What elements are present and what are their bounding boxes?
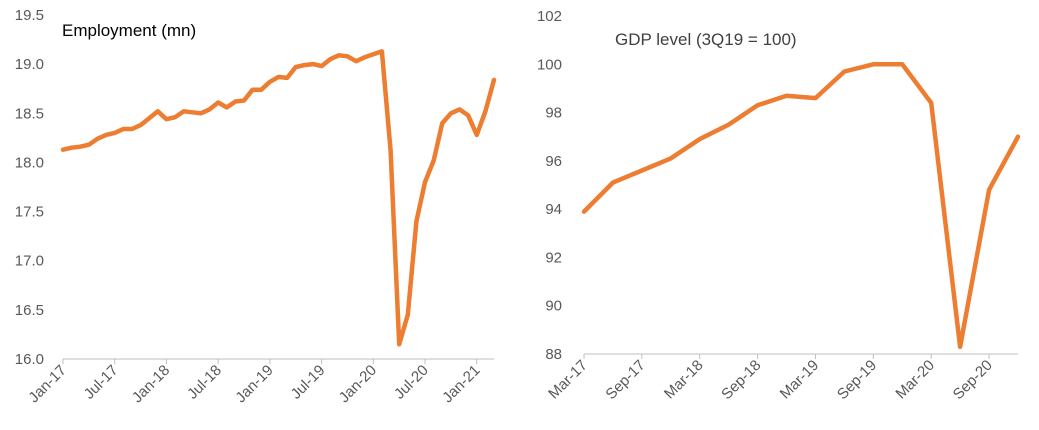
y-tick-label: 88 [545,346,562,363]
chart-title: Employment (mn) [62,21,196,40]
chart-title: GDP level (3Q19 = 100) [615,30,797,49]
x-tick-label: Jan-20 [336,362,380,406]
y-tick-label: 98 [545,105,562,122]
gdp-chart-svg: GDP level (3Q19 = 100) 88 90 92 94 96 98 100 10… [537,8,1021,403]
series-line [60,49,497,347]
employment-chart-svg: Employment (mn) 16.0 16.5 17.0 17.5 18.0 18.5… [15,7,497,406]
series-line [581,62,1021,350]
x-tick-label: Jul-19 [288,362,329,403]
y-tick-label: 19.5 [15,7,44,24]
y-tick-label: 16.0 [15,351,44,368]
y-tick-label: 19.0 [15,56,44,73]
y-tick-label: 102 [537,8,562,25]
y-tick-label: 90 [545,298,562,315]
x-tick-label: Jan-21 [439,362,483,406]
x-tick-label: Mar-20 [892,357,938,403]
y-tick-label: 18.0 [15,154,44,171]
employment-chart: Employment (mn) 16.0 16.5 17.0 17.5 18.0 18.5… [15,7,497,406]
x-tick-label: Sep-19 [834,357,880,403]
y-tick-label: 17.5 [15,204,44,221]
y-tick-label: 92 [545,249,562,266]
x-tick-label: Jul-17 [81,362,122,403]
x-tick-label: Mar-19 [777,357,823,403]
x-tick-label: Mar-17 [545,357,591,403]
x-tick-label: Jan-17 [25,362,69,406]
x-tick-label: Mar-18 [661,357,707,403]
x-tick-label: Sep-17 [602,357,648,403]
x-tick-label: Sep-20 [950,357,996,403]
x-tick-label: Jul-20 [391,362,432,403]
x-tick-label: Jul-18 [184,362,225,403]
y-tick-label: 17.0 [15,253,44,270]
y-tick-label: 94 [545,201,562,218]
y-tick-label: 18.5 [15,105,44,122]
x-tick-label: Sep-18 [718,357,764,403]
x-tick-label: Jan-19 [232,362,276,406]
y-tick-label: 100 [537,56,562,73]
gdp-chart: GDP level (3Q19 = 100) 88 90 92 94 96 98 100 10… [520,0,1039,430]
y-tick-label: 96 [545,153,562,170]
x-tick-label: Jan-18 [129,362,173,406]
y-tick-label: 16.5 [15,302,44,319]
